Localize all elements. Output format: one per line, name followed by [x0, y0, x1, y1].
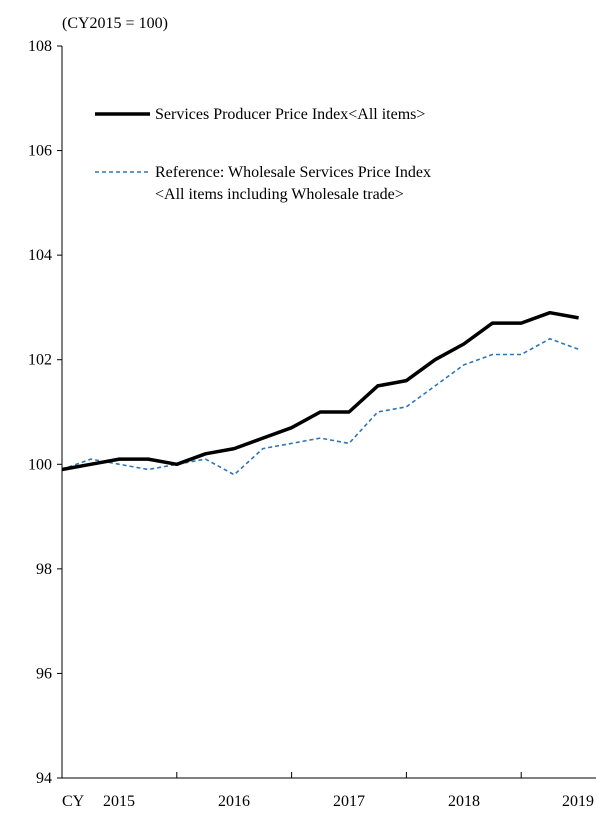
x-axis-ticks: 2015 2016 2017 2018 2019	[103, 772, 594, 810]
y-tick-label: 106	[28, 143, 52, 160]
x-tick-label: 2016	[218, 793, 250, 810]
y-tick-label: 104	[28, 247, 52, 264]
y-tick-label: 96	[36, 665, 52, 682]
series-line-services-ppi	[61, 310, 579, 472]
legend-label-services-ppi: Services Producer Price Index<All items>	[155, 106, 425, 123]
y-tick-label: 108	[28, 38, 52, 55]
y-unit-label: (CY2015 = 100)	[62, 15, 168, 32]
series-line-wholesale-spi	[61, 337, 579, 476]
y-tick-label: 100	[28, 456, 52, 473]
y-tick-label: 94	[36, 770, 52, 787]
legend-label-wholesale-spi: Reference: Wholesale Services Price Inde…	[155, 164, 431, 181]
legend-label-wholesale-spi-line2: <All items including Wholesale trade>	[155, 186, 404, 203]
y-tick-label: 98	[36, 561, 52, 578]
x-tick-label: 2018	[448, 793, 480, 810]
y-tick-label: 102	[28, 352, 52, 369]
y-axis-ticks: 94 96 98 100 102 104 106 108	[28, 38, 62, 787]
x-tick-label: 2019	[562, 793, 594, 810]
x-axis-prefix-label: CY	[62, 793, 85, 810]
x-tick-label: 2015	[103, 793, 135, 810]
series-lines	[61, 310, 579, 476]
legend: Services Producer Price Index<All items>…	[95, 106, 431, 203]
x-tick-label: 2017	[333, 793, 365, 810]
